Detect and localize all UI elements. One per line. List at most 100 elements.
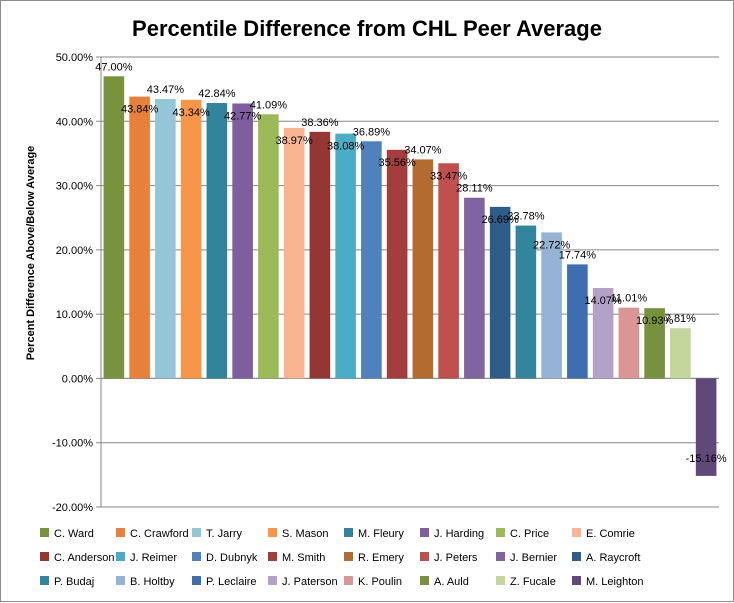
- bar: [232, 103, 253, 379]
- legend-label: R. Emery: [358, 552, 404, 564]
- y-axis-label: Percent Difference Above/Below Average: [25, 146, 37, 361]
- legend-swatch: [116, 528, 125, 537]
- bar: [412, 159, 434, 379]
- legend-label: T. Jarry: [206, 528, 243, 540]
- legend-label: M. Smith: [282, 552, 325, 564]
- bar: [464, 197, 485, 379]
- bar: [155, 98, 176, 379]
- legend-label: J. Paterson: [282, 576, 338, 588]
- legend-label: M. Fleury: [358, 528, 404, 540]
- legend-label: C. Anderson: [54, 552, 115, 564]
- data-label: -15.16%: [686, 453, 727, 465]
- y-tick-label: -10.00%: [52, 438, 93, 450]
- bar: [283, 127, 305, 379]
- bar: [206, 103, 228, 379]
- bar: [541, 232, 562, 379]
- legend-swatch: [572, 552, 581, 561]
- bar: [335, 133, 356, 379]
- data-label: 38.97%: [275, 135, 313, 147]
- bar: [567, 264, 588, 379]
- y-tick-label: 30.00%: [56, 181, 94, 193]
- data-label: 47.00%: [95, 61, 133, 73]
- legend-label: A. Raycroft: [586, 552, 640, 564]
- legend-swatch: [344, 528, 353, 537]
- bars: [103, 76, 717, 476]
- legend-swatch: [40, 552, 49, 561]
- legend-swatch: [116, 552, 125, 561]
- gridlines: [100, 56, 719, 508]
- bar: [103, 76, 125, 379]
- y-axis-ticks: 50.00% 40.00% 30.00% 20.00% 10.00% 0.00% -10.0…: [52, 52, 101, 514]
- data-label: 38.36%: [301, 117, 339, 129]
- bar: [129, 96, 150, 379]
- bar: [592, 287, 614, 379]
- legend-label: C. Ward: [54, 528, 94, 540]
- legend-label: B. Holtby: [130, 576, 175, 588]
- legend-swatch: [496, 528, 505, 537]
- legend-label: Z. Fucale: [510, 576, 556, 588]
- bar: [489, 206, 511, 379]
- bar: [515, 225, 537, 379]
- data-label: 17.74%: [559, 249, 597, 261]
- bar: [644, 308, 665, 379]
- legend-label: S. Mason: [282, 528, 328, 540]
- legend-label: P. Leclaire: [206, 576, 257, 588]
- legend-swatch: [420, 576, 429, 585]
- legend-swatch: [40, 576, 49, 585]
- data-label: 35.56%: [378, 157, 416, 169]
- legend-swatch: [192, 576, 201, 585]
- legend-swatch: [268, 552, 277, 561]
- bar: [386, 149, 408, 379]
- data-label: 28.11%: [456, 183, 493, 195]
- bar: [438, 163, 459, 379]
- y-tick-label: 10.00%: [56, 309, 94, 321]
- data-label: 11.01%: [611, 293, 648, 305]
- legend-swatch: [116, 576, 125, 585]
- legend-swatch: [572, 528, 581, 537]
- legend-label: C. Price: [510, 528, 549, 540]
- data-label: 36.89%: [353, 126, 391, 138]
- legend-swatch: [268, 576, 277, 585]
- y-tick-label: 20.00%: [56, 245, 94, 257]
- chart-title: Percentile Difference from CHL Peer Aver…: [132, 16, 602, 41]
- legend-swatch: [496, 576, 505, 585]
- legend-swatch: [40, 528, 49, 537]
- bar: [361, 141, 382, 379]
- data-label: 43.84%: [121, 104, 159, 116]
- legend-label: E. Comrie: [586, 528, 635, 540]
- data-label: 26.69%: [481, 214, 519, 226]
- data-label: 38.08%: [327, 141, 365, 153]
- data-label: 42.77%: [224, 110, 262, 122]
- legend-label: D. Dubnyk: [206, 552, 258, 564]
- legend-label: J. Reimer: [130, 552, 177, 564]
- data-label: 33.47%: [430, 170, 468, 182]
- bar: [258, 114, 279, 379]
- y-tick-label: 50.00%: [56, 52, 94, 64]
- legend-swatch: [572, 576, 581, 585]
- legend-label: C. Crawford: [130, 528, 189, 540]
- bar: [180, 99, 202, 379]
- data-label: 7.81%: [665, 313, 696, 325]
- legend-label: A. Auld: [434, 576, 469, 588]
- legend-swatch: [420, 552, 429, 561]
- legend-swatch: [192, 552, 201, 561]
- data-label: 14.07%: [584, 295, 622, 307]
- data-label: 34.07%: [404, 144, 442, 156]
- legend-swatch: [344, 576, 353, 585]
- y-tick-label: 0.00%: [62, 373, 93, 385]
- legend-label: J. Bernier: [510, 552, 557, 564]
- data-label: 41.09%: [250, 99, 288, 111]
- legend-swatch: [420, 528, 429, 537]
- data-label: 43.47%: [147, 84, 185, 96]
- legend-swatch: [192, 528, 201, 537]
- legend-label: J. Peters: [434, 552, 478, 564]
- legend-label: K. Poulin: [358, 576, 402, 588]
- legend-swatch: [496, 552, 505, 561]
- bar: [695, 378, 717, 476]
- legend: C. Ward C. Crawford T. Jarry S. Mason M. Fle…: [40, 528, 643, 588]
- data-label: 23.78%: [507, 211, 545, 223]
- legend-label: P. Budaj: [54, 576, 94, 588]
- bar: [309, 131, 331, 379]
- bar: [670, 328, 691, 379]
